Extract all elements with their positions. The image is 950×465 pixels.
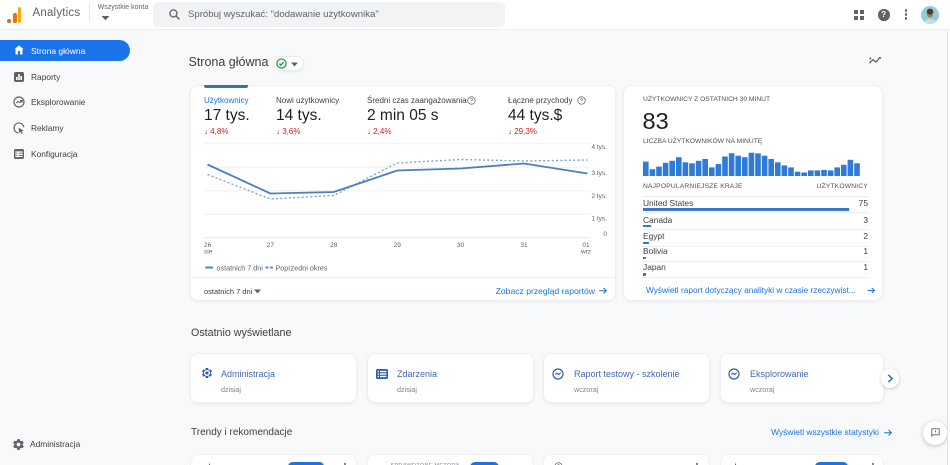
svg-text:0: 0 (603, 231, 607, 238)
svg-text:01: 01 (582, 242, 590, 249)
svg-text:28: 28 (330, 242, 338, 249)
svg-text:26: 26 (204, 242, 212, 249)
svg-text:ostatnich 7 dni: ostatnich 7 dni (217, 263, 264, 272)
svg-text:29: 29 (394, 242, 402, 249)
svg-text:sie: sie (204, 248, 213, 255)
svg-text:27: 27 (267, 242, 275, 249)
svg-text:4 tys.: 4 tys. (591, 143, 607, 150)
svg-text:1 tys.: 1 tys. (591, 215, 607, 222)
svg-text:3 tys.: 3 tys. (591, 169, 607, 176)
svg-text:2 tys.: 2 tys. (591, 192, 607, 199)
svg-text:Poprzedni okres: Poprzedni okres (276, 263, 328, 272)
svg-text:31: 31 (520, 242, 528, 249)
svg-text:wrz: wrz (580, 248, 591, 255)
svg-text:30: 30 (457, 242, 465, 249)
